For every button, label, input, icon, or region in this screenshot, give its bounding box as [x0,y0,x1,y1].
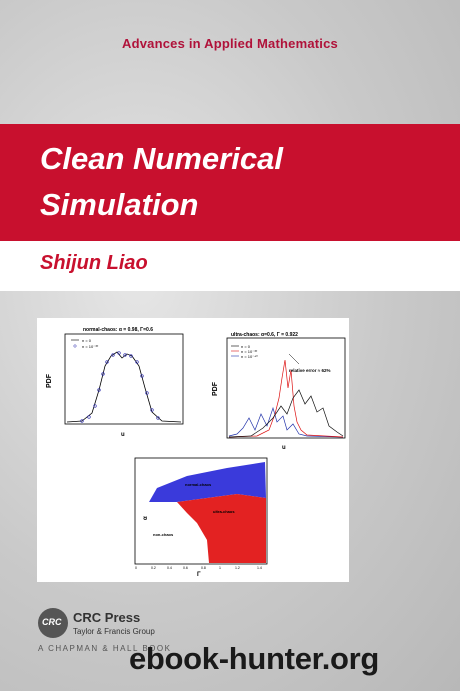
figure-panel-svg: normal-chaos: α = 0.98, Γ=0.6 PDF u n = … [46,327,346,578]
left-legend-2: n = 10⁻³⁰ [82,344,99,349]
normal-chaos-region [149,462,266,502]
book-title-line2: Simulation [40,187,199,222]
bottom-xtick-6: 1 [219,566,221,570]
title-band [0,124,460,241]
publisher-group: Taylor & Francis Group [73,627,155,636]
bottom-figure: α Γ normal-chaos ultra-chaos non-chaos 0… [134,457,268,578]
right-curve-black [228,389,344,438]
region-label-normal: normal-chaos [185,482,212,487]
bottom-xtick-4: 0.6 [183,566,188,570]
publisher-book-line: A CHAPMAN & HALL BOOK [38,644,172,653]
crc-logo-icon [38,608,68,638]
left-figure-title: normal-chaos: α = 0.98, Γ=0.6 [83,327,153,333]
series-title: Advances in Applied Mathematics [122,36,338,51]
author-band [0,241,460,291]
author-name: Shijun Liao [40,252,148,274]
region-label-ultra: ultra-chaos [213,509,235,514]
left-figure: normal-chaos: α = 0.98, Γ=0.6 PDF u n = … [46,327,184,438]
left-ylabel: PDF [46,373,53,388]
ultra-chaos-region [177,494,266,563]
publisher-name: CRC Press [73,610,141,625]
left-legend-1: n = 0 [82,338,92,343]
left-curve [66,351,182,423]
book-title-line1: Clean Numerical [40,141,283,176]
right-figure: ultra-chaos: α=0.6, Γ = 0.922 PDF u n = … [212,332,346,451]
crc-logo-text: CRC [42,617,62,627]
right-annotation: relative error ≈ 62% [289,368,331,373]
bottom-xtick-2: 0.2 [151,566,156,570]
figure-panel: normal-chaos: α = 0.98, Γ=0.6 PDF u n = … [37,318,349,582]
bottom-xtick-8: 1.4 [257,566,262,570]
bottom-xtick-1: 0 [135,566,137,570]
right-curve-red [228,359,344,438]
right-legend-3: n = 10⁻⁴⁰ [241,354,258,359]
bottom-xtick-3: 0.4 [167,566,172,570]
watermark-text: ebook-hunter.org [128,641,380,676]
bottom-xtick-5: 0.8 [201,566,206,570]
bottom-xlabel: Γ [197,572,201,578]
region-label-non: non-chaos [153,532,174,537]
right-figure-title: ultra-chaos: α=0.6, Γ = 0.922 [231,332,298,338]
bottom-xtick-7: 1.2 [235,566,240,570]
bottom-ylabel: α [143,516,149,520]
left-xlabel: u [121,432,125,438]
right-xlabel: u [282,445,286,451]
right-legend-2: n = 10⁻³⁰ [241,349,258,354]
right-ylabel: PDF [212,381,219,396]
right-curve-blue [228,406,344,438]
left-markers [80,351,160,423]
right-legend-1: n = 0 [241,344,251,349]
